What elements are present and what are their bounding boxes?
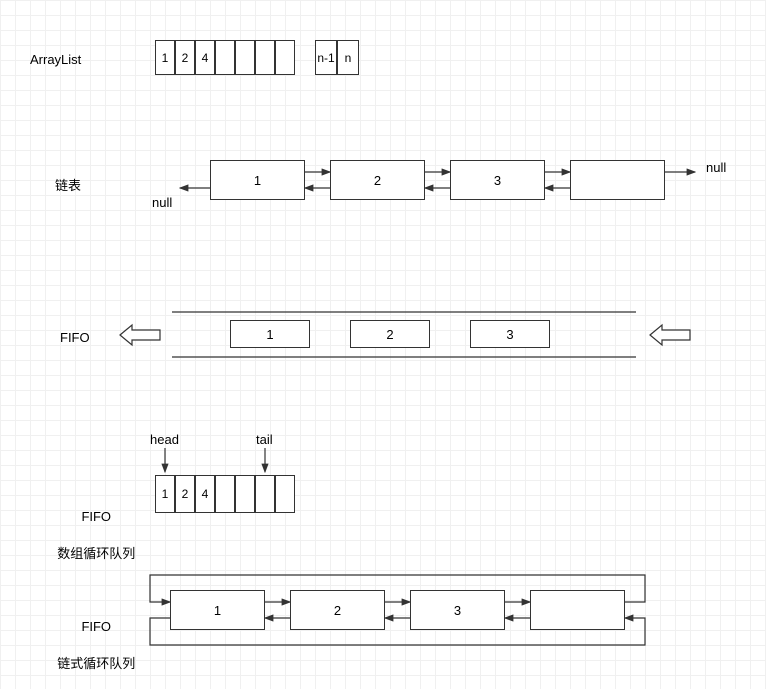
linkedlist-null-right: null: [706, 160, 726, 175]
arraylist-cell: n-1: [315, 40, 337, 75]
linkedlist-node: 3: [450, 160, 545, 200]
arraylist-label: ArrayList: [30, 52, 81, 67]
linkedlist-null-left: null: [152, 195, 172, 210]
fifo-box: 1: [230, 320, 310, 348]
circ-linked-node: 3: [410, 590, 505, 630]
arraylist-cell: 2: [175, 40, 195, 75]
arraylist-cell: n: [337, 40, 359, 75]
circ-array-cell: 2: [175, 475, 195, 513]
circ-array-label: FIFO 数组循环队列: [50, 490, 135, 563]
arraylist-cell: 4: [195, 40, 215, 75]
circ-array-cell: 1: [155, 475, 175, 513]
arraylist-cell: [235, 40, 255, 75]
circ-array-cell: [255, 475, 275, 513]
fifo-box: 2: [350, 320, 430, 348]
tail-label: tail: [256, 432, 273, 447]
fifo-box: 3: [470, 320, 550, 348]
arraylist-cell: 1: [155, 40, 175, 75]
linkedlist-node: 1: [210, 160, 305, 200]
head-label: head: [150, 432, 179, 447]
linkedlist-node: 2: [330, 160, 425, 200]
circ-array-cell: [235, 475, 255, 513]
circ-linked-node: [530, 590, 625, 630]
fifo-label: FIFO: [60, 330, 90, 345]
circ-linked-label-2: 链式循环队列: [57, 656, 135, 671]
circ-array-label-2: 数组循环队列: [57, 546, 135, 561]
circ-array-cell: [215, 475, 235, 513]
arraylist-cell: [215, 40, 235, 75]
linkedlist-label: 链表: [55, 175, 81, 194]
circ-array-cell: 4: [195, 475, 215, 513]
arraylist-cell: [275, 40, 295, 75]
circ-linked-node: 2: [290, 590, 385, 630]
circ-array-label-1: FIFO: [81, 509, 111, 524]
circ-array-cell: [275, 475, 295, 513]
linkedlist-node: [570, 160, 665, 200]
circ-linked-node: 1: [170, 590, 265, 630]
circ-linked-label: FIFO 链式循环队列: [50, 600, 135, 673]
arraylist-cell: [255, 40, 275, 75]
circ-linked-label-1: FIFO: [81, 619, 111, 634]
